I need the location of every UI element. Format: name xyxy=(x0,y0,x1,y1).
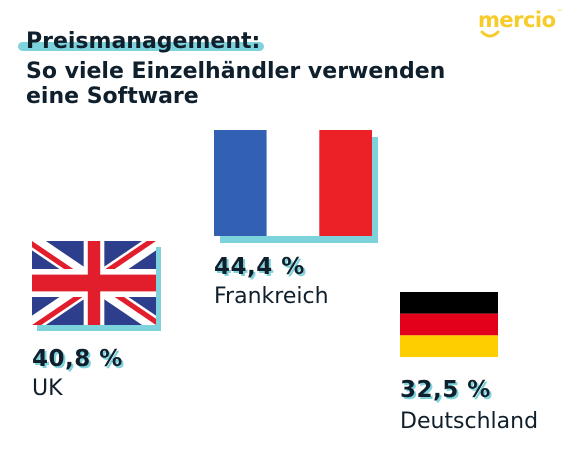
france-flag-icon xyxy=(214,130,372,236)
uk-flag xyxy=(32,241,161,331)
value-label-france: 44,4 % xyxy=(214,254,305,280)
mercio-logo: mercio™ xyxy=(478,8,563,32)
uk-flag-icon xyxy=(32,241,156,325)
germany-flag xyxy=(400,292,498,357)
value-label-uk: 40,8 % xyxy=(32,346,123,372)
germany-flag-icon xyxy=(400,292,498,357)
logo-text: mercio xyxy=(478,8,556,32)
logo-trademark: ™ xyxy=(556,9,563,16)
title-highlight xyxy=(18,42,264,51)
chart-title: Preismanagement: xyxy=(26,29,261,54)
category-label-uk: UK xyxy=(32,376,63,401)
category-label-france: Frankreich xyxy=(214,284,329,309)
chart-subtitle-line-1: So viele Einzelhändler verwenden xyxy=(26,59,446,84)
france-flag xyxy=(214,130,378,243)
value-label-germany: 32,5 % xyxy=(400,377,491,403)
logo-smile-path xyxy=(480,30,500,38)
category-label-germany: Deutschland xyxy=(400,409,539,434)
chart-subtitle-line-2: eine Software xyxy=(26,84,199,109)
logo-smile-icon xyxy=(480,30,500,38)
